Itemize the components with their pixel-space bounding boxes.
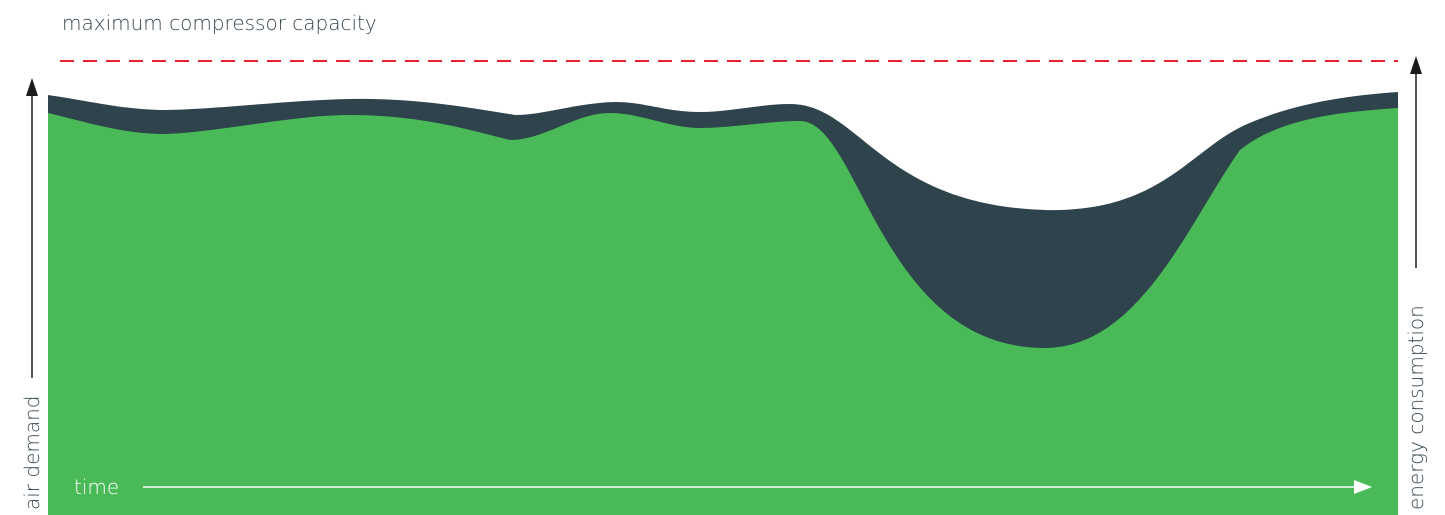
time-label: time (74, 475, 119, 499)
air-demand-axis-arrow-icon (26, 78, 38, 96)
energy-consumption-axis-arrow-icon (1410, 56, 1422, 74)
energy-consumption-label: energy consumption (1404, 305, 1428, 510)
time-axis-arrow-icon (1354, 480, 1372, 494)
air-demand-area (48, 108, 1398, 515)
air-demand-label: air demand (20, 395, 44, 510)
capacity-label: maximum compressor capacity (62, 11, 377, 35)
